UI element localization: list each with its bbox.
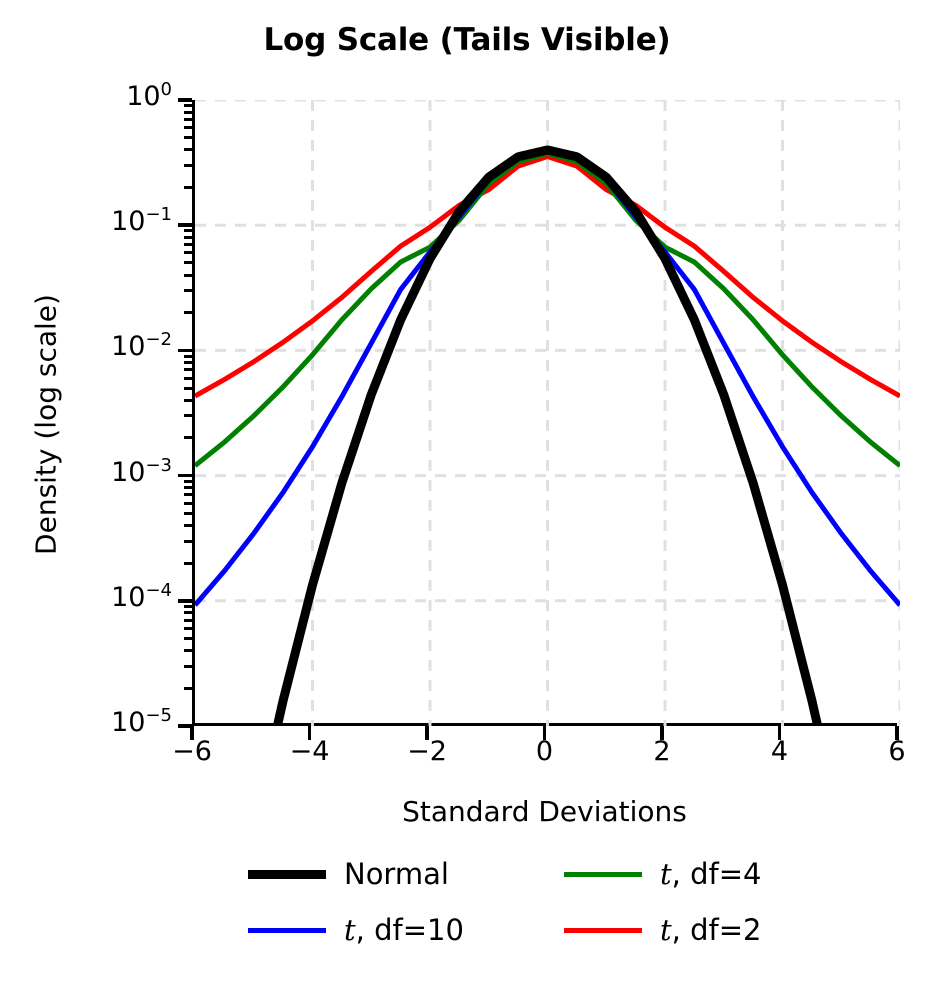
tick-mark xyxy=(190,726,194,740)
legend-item[interactable]: t, df=10 xyxy=(248,912,564,947)
data-curves xyxy=(195,145,900,726)
y-tick-label: 10−3 xyxy=(111,454,172,488)
tick-mark xyxy=(307,726,312,740)
tick-mark xyxy=(184,243,192,247)
legend-color-swatch xyxy=(248,927,326,933)
tick-mark xyxy=(184,289,192,293)
tick-mark xyxy=(184,561,192,565)
tick-mark xyxy=(184,486,192,490)
tick-mark xyxy=(184,361,192,365)
tick-mark xyxy=(184,104,192,108)
tick-mark xyxy=(184,627,192,631)
tick-mark xyxy=(184,386,192,390)
tick-mark xyxy=(178,473,192,478)
tick-mark xyxy=(184,126,192,130)
legend-item[interactable]: Normal xyxy=(248,856,564,891)
tick-mark xyxy=(184,493,192,497)
tick-mark xyxy=(184,501,192,505)
legend-item[interactable]: t, df=4 xyxy=(564,856,880,891)
tick-mark xyxy=(777,726,782,740)
tick-mark xyxy=(660,726,664,740)
tick-mark xyxy=(184,436,192,440)
tick-mark xyxy=(184,235,192,239)
tick-mark xyxy=(184,539,192,543)
x-axis-tick-labels: −6 −4 −2 0 2 4 6 xyxy=(172,736,906,778)
x-tick-label: −2 xyxy=(407,736,447,767)
plot-area xyxy=(192,100,900,726)
tick-mark xyxy=(184,110,192,114)
y-tick-label: 10−2 xyxy=(111,329,172,363)
y-tick-label: 10−5 xyxy=(111,705,172,738)
tick-mark xyxy=(184,261,192,265)
curve-t-df-10 xyxy=(195,148,900,608)
tick-mark xyxy=(178,348,192,353)
tick-mark xyxy=(184,664,192,668)
legend-label: t, df=4 xyxy=(660,856,762,891)
legend: Normal t, df=4 t, df=10 t, df=2 xyxy=(248,846,920,966)
tick-mark xyxy=(184,354,192,358)
x-tick-label: 4 xyxy=(770,736,789,767)
tick-mark xyxy=(184,229,192,233)
x-axis-label: Standard Deviations xyxy=(402,795,687,828)
tick-mark xyxy=(184,611,192,615)
plot-svg xyxy=(195,100,900,726)
tick-mark xyxy=(184,686,192,690)
tick-mark xyxy=(184,414,192,418)
tick-mark xyxy=(184,649,192,653)
x-tick-label: −6 xyxy=(172,736,212,767)
y-tick-label: 100 xyxy=(126,79,172,112)
chart-title: Log Scale (Tails Visible) xyxy=(263,22,671,58)
legend-label: t, df=10 xyxy=(344,912,464,947)
y-tick-label: 10−1 xyxy=(111,204,172,238)
legend-label: Normal xyxy=(344,856,449,891)
tick-mark xyxy=(542,726,547,740)
tick-mark xyxy=(425,726,429,740)
tick-mark xyxy=(184,186,192,189)
tick-mark xyxy=(184,251,192,255)
legend-color-swatch xyxy=(564,927,642,933)
tick-mark xyxy=(184,273,192,277)
tick-mark xyxy=(178,724,192,728)
x-tick-label: 0 xyxy=(535,736,554,767)
tick-mark xyxy=(184,311,192,315)
tick-mark xyxy=(184,163,192,167)
tick-mark xyxy=(184,117,192,121)
legend-color-swatch xyxy=(564,871,642,877)
tick-mark xyxy=(178,223,192,227)
curve-normal xyxy=(272,145,823,726)
curve-t-df-2 xyxy=(195,154,900,399)
tick-mark xyxy=(184,148,192,152)
y-axis-label: Density (log scale) xyxy=(29,294,63,555)
y-axis-tick-labels: 100 10−1 10−2 10−3 10−4 10−5 xyxy=(0,0,184,998)
tick-mark xyxy=(184,368,192,372)
x-tick-label: 2 xyxy=(653,736,671,767)
y-tick-label: 10−4 xyxy=(111,579,172,613)
tick-mark xyxy=(184,636,192,640)
legend-color-swatch xyxy=(248,869,326,879)
tick-mark xyxy=(184,511,192,515)
x-tick-label: 6 xyxy=(888,736,906,767)
legend-item[interactable]: t, df=2 xyxy=(564,912,880,947)
tick-mark xyxy=(184,376,192,380)
tick-mark xyxy=(184,605,192,609)
legend-label: t, df=2 xyxy=(660,912,762,947)
tick-mark xyxy=(184,136,192,140)
tick-mark xyxy=(184,618,192,622)
tick-mark xyxy=(178,98,192,102)
tick-mark xyxy=(895,726,899,740)
tick-mark xyxy=(184,523,192,527)
tick-mark xyxy=(184,479,192,483)
gridlines xyxy=(195,100,900,726)
tick-mark xyxy=(178,599,192,603)
x-tick-label: −4 xyxy=(289,736,330,767)
tick-mark xyxy=(184,398,192,402)
